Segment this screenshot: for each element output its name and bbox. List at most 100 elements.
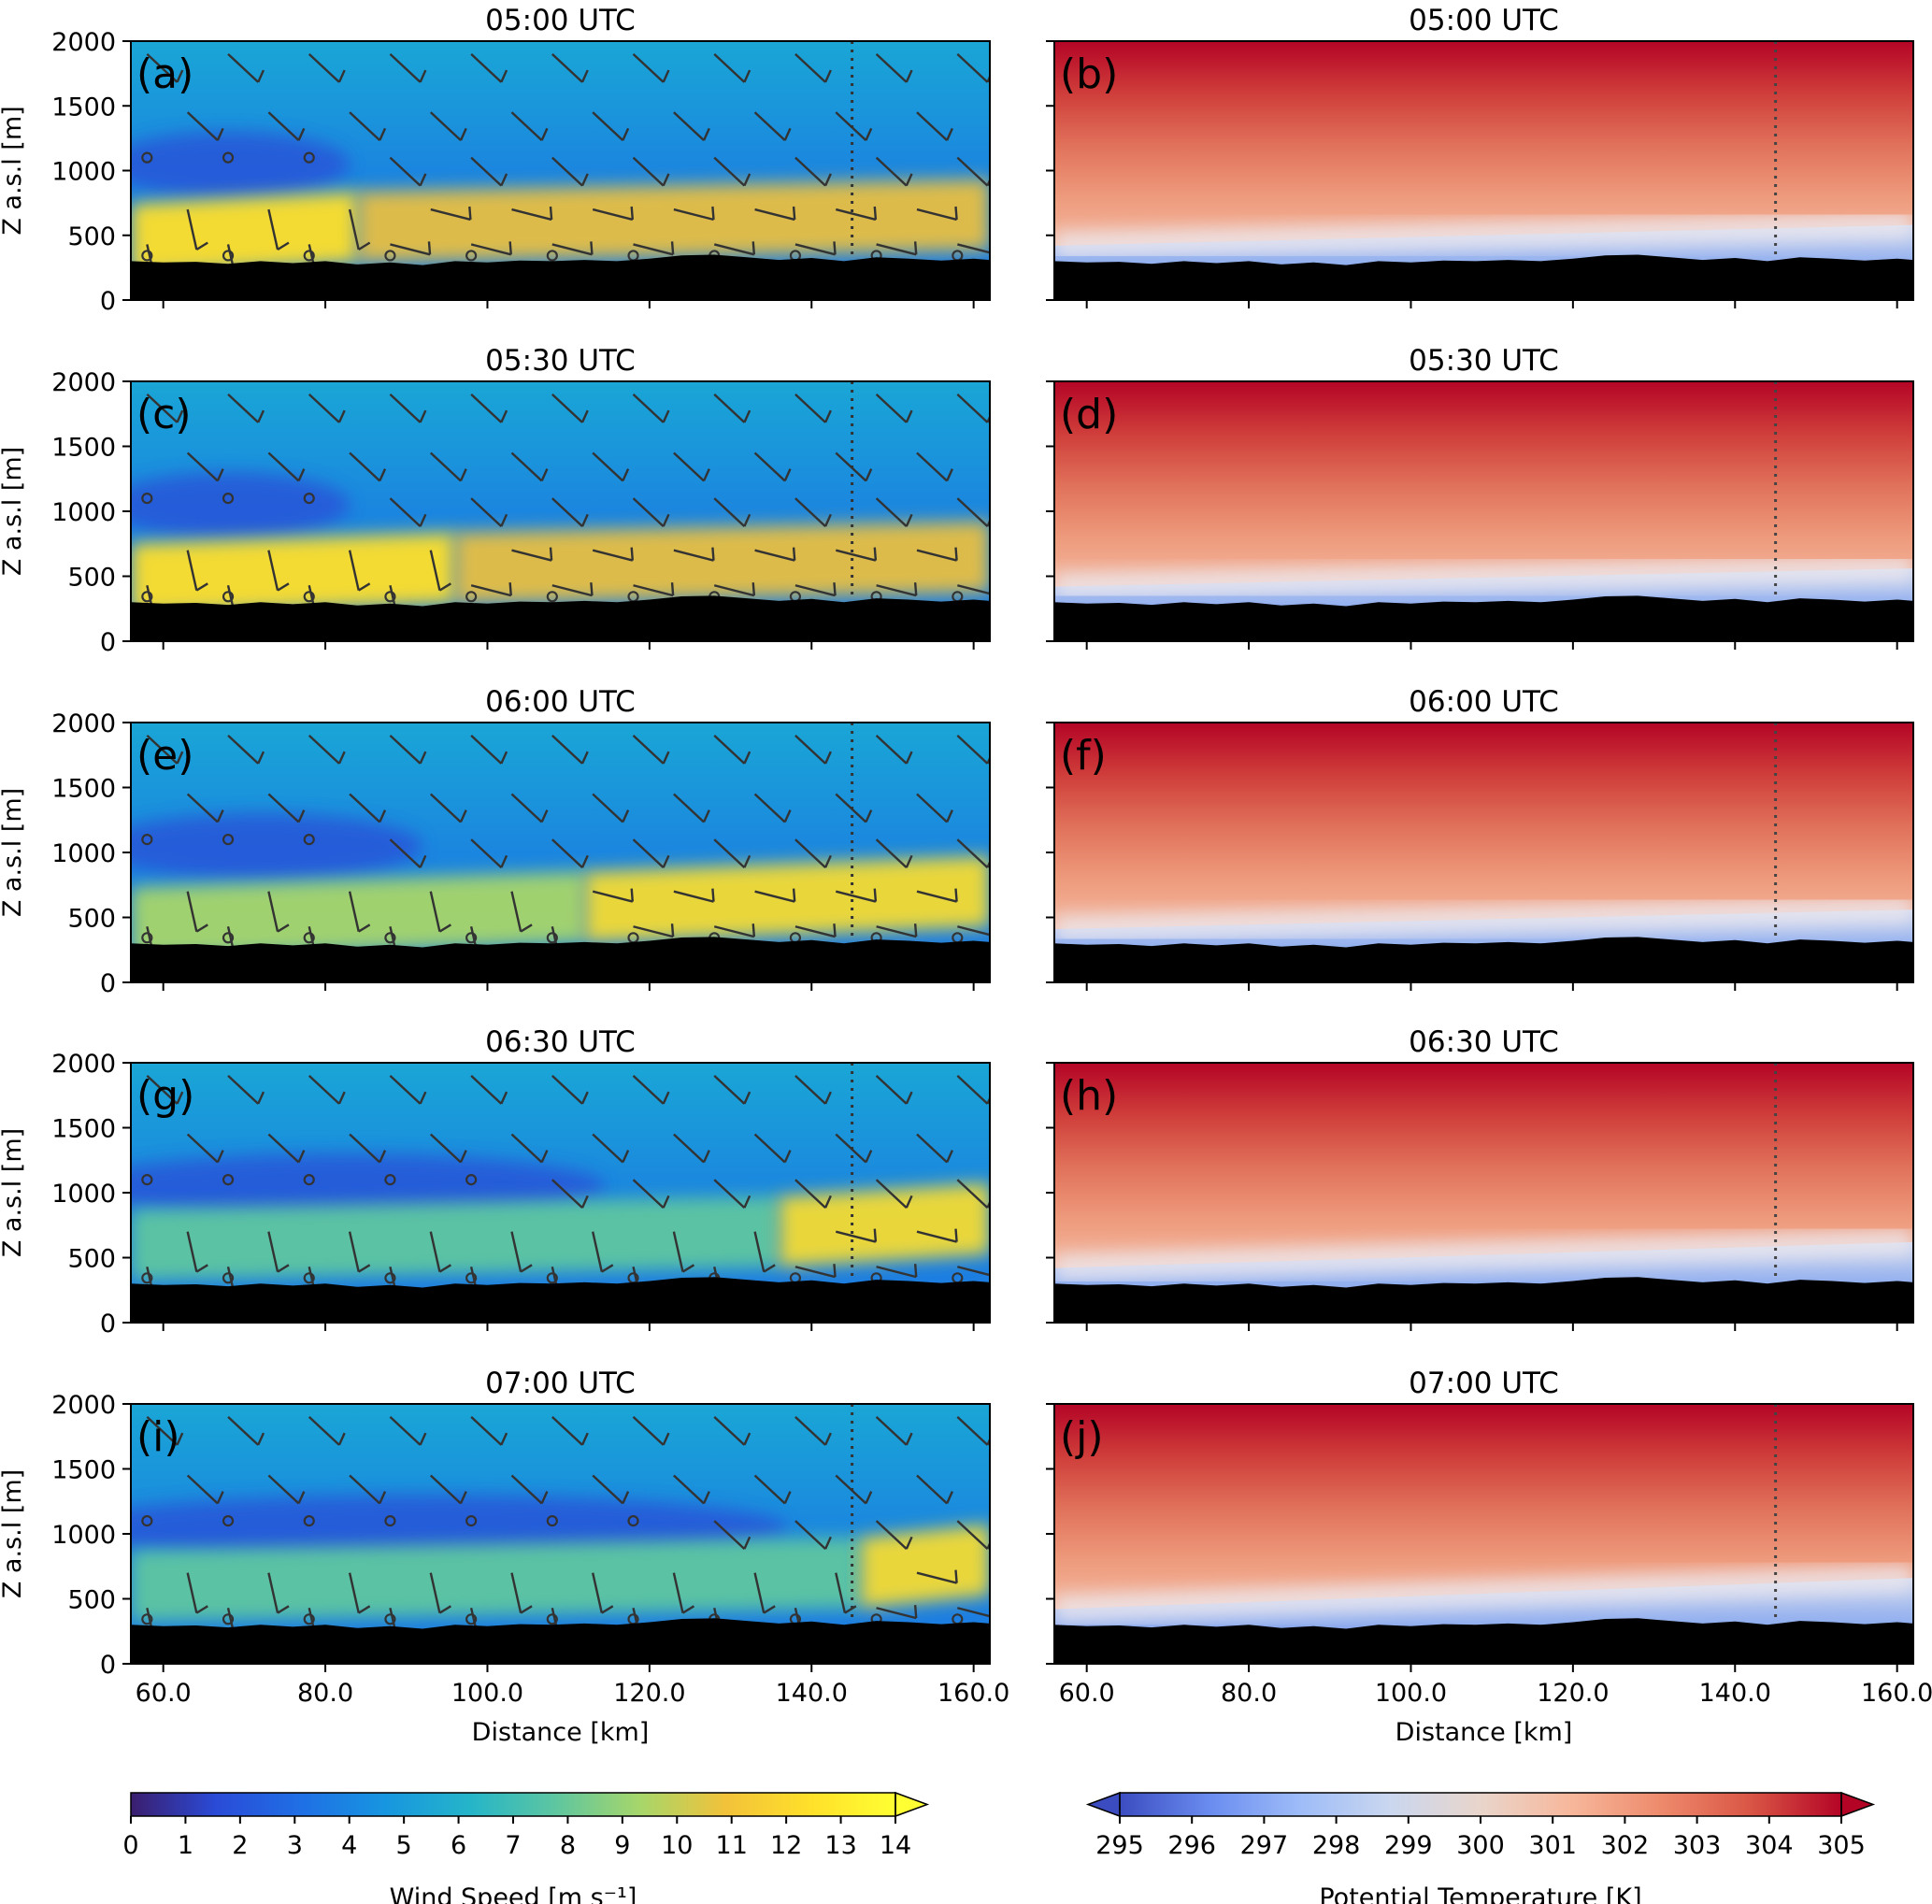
wind-barb <box>551 243 593 256</box>
wind-barb <box>349 1474 381 1505</box>
wind-barb <box>713 497 746 527</box>
wind-barb <box>308 52 340 83</box>
wind-barb <box>470 156 503 187</box>
wind-barb-flag <box>500 173 508 187</box>
wind-barb <box>916 890 957 903</box>
wind-barb <box>146 52 179 83</box>
y-tick-label: 1000 <box>51 158 116 187</box>
surface-circle <box>222 1613 235 1625</box>
wind-barb-flag <box>257 1432 265 1446</box>
wind-barb <box>713 584 755 597</box>
wind-barb-flag <box>520 1264 533 1273</box>
wind-barb <box>267 451 300 482</box>
terrain <box>131 1618 990 1664</box>
wind-barb-flag <box>216 1150 224 1163</box>
calm-zone <box>131 131 351 197</box>
wind-barb <box>794 497 826 527</box>
wind-barb-flag <box>986 414 990 423</box>
wind-barb-flag <box>459 809 467 823</box>
panel-title: 07:00 UTC <box>485 1367 636 1400</box>
wind-barb-flag <box>711 206 715 221</box>
surface-circle <box>384 591 396 603</box>
surface-circle <box>465 250 478 262</box>
wind-barb-flag <box>468 206 472 221</box>
wind-panel-3: 0 500 1000 1500 2000 Z a.s.l [m] (g) 06:30 UTC <box>0 1025 991 1339</box>
wind-barb <box>632 52 665 83</box>
wind-barb-flag <box>946 1491 953 1504</box>
wind-barb <box>956 1179 989 1209</box>
wind-barb-flag <box>379 809 387 823</box>
wind-barb-flag <box>459 127 467 141</box>
wind-barb-flag <box>419 1432 427 1446</box>
wind-barb-flag <box>580 751 589 765</box>
wind-barb-flag <box>419 1091 427 1105</box>
panel-title: 05:30 UTC <box>1409 344 1559 378</box>
inversion-layer <box>1054 1227 1913 1282</box>
wind-panel-4: 60.0 80.0 100.0 120.0 140.0 160.0 0 500 1000 1500… <box>0 1367 1009 1747</box>
wind-barb <box>429 451 462 482</box>
theta-panel-4: 60.0 80.0 100.0 120.0 140.0 160.0 Distance [km… <box>1046 1367 1932 1747</box>
wind-barb <box>510 1474 543 1505</box>
wind-barb-flag <box>500 751 508 765</box>
calm-circle <box>222 1173 235 1186</box>
wind-barb <box>429 1133 462 1164</box>
wind-barb <box>267 1133 300 1164</box>
wind-barb-flag <box>865 1491 873 1504</box>
calm-circle <box>141 492 153 505</box>
wind-barb <box>957 1266 990 1277</box>
wind-barb <box>551 394 583 423</box>
surface-circle <box>141 1613 153 1625</box>
wind-barb-flag <box>743 1195 751 1209</box>
wind-barb <box>835 1572 847 1613</box>
y-tick-label: 2000 <box>51 28 116 57</box>
wind-barb-flag <box>277 923 290 933</box>
panel-title: 05:00 UTC <box>1409 4 1559 37</box>
wind-barb <box>632 735 665 765</box>
wind-barb <box>348 891 360 932</box>
calm-circle <box>141 151 153 164</box>
wind-barb <box>429 111 462 142</box>
wind-barb-flag <box>297 468 306 481</box>
wind-barb <box>956 497 989 527</box>
wind-barb-flag <box>946 127 953 141</box>
wind-barb-flag <box>662 513 670 527</box>
wind-barb-flag <box>195 582 208 592</box>
wind-barb <box>267 208 279 251</box>
calm-circle <box>222 151 235 164</box>
jet-upstream <box>131 1537 861 1622</box>
wind-barb-flag <box>783 468 792 481</box>
wind-barb <box>916 549 957 562</box>
wind-barb <box>632 1075 665 1105</box>
y-tick-label: 500 <box>67 1245 116 1274</box>
colorbar-tick-label: 303 <box>1673 1831 1722 1860</box>
wind-barb <box>308 735 340 765</box>
wind-barb <box>835 1230 877 1243</box>
wind-barb <box>876 584 917 597</box>
wind-barb-flag <box>865 127 873 141</box>
wind-barb-flag <box>358 1264 371 1273</box>
wind-barb <box>672 1572 684 1613</box>
colorbar-tick-label: 8 <box>560 1831 576 1860</box>
wind-barb <box>794 52 826 83</box>
wind-barb-flag <box>257 69 265 83</box>
wind-barb <box>673 1474 705 1505</box>
wind-barb-flag <box>954 206 958 221</box>
wind-barb <box>713 925 755 938</box>
wind-barb-flag <box>419 751 427 765</box>
panel-label: (d) <box>1060 391 1118 438</box>
wind-barb-flag <box>662 854 670 868</box>
wind-barb-flag <box>865 1150 873 1163</box>
wind-barb <box>956 394 989 423</box>
colorbar-tick-label: 11 <box>716 1831 748 1860</box>
x-tick-label: 60.0 <box>1059 1679 1115 1708</box>
wind-barb <box>633 925 674 938</box>
wind-barb <box>713 1416 746 1446</box>
wind-barb <box>592 1133 624 1164</box>
wind-barb-flag <box>702 127 710 141</box>
surface-circle <box>465 1613 478 1625</box>
x-tick-label: 140.0 <box>776 1679 848 1708</box>
wind-barb <box>470 243 512 256</box>
wind-barb <box>794 243 836 256</box>
wind-barb <box>267 111 300 142</box>
wind-barb <box>551 1179 583 1209</box>
